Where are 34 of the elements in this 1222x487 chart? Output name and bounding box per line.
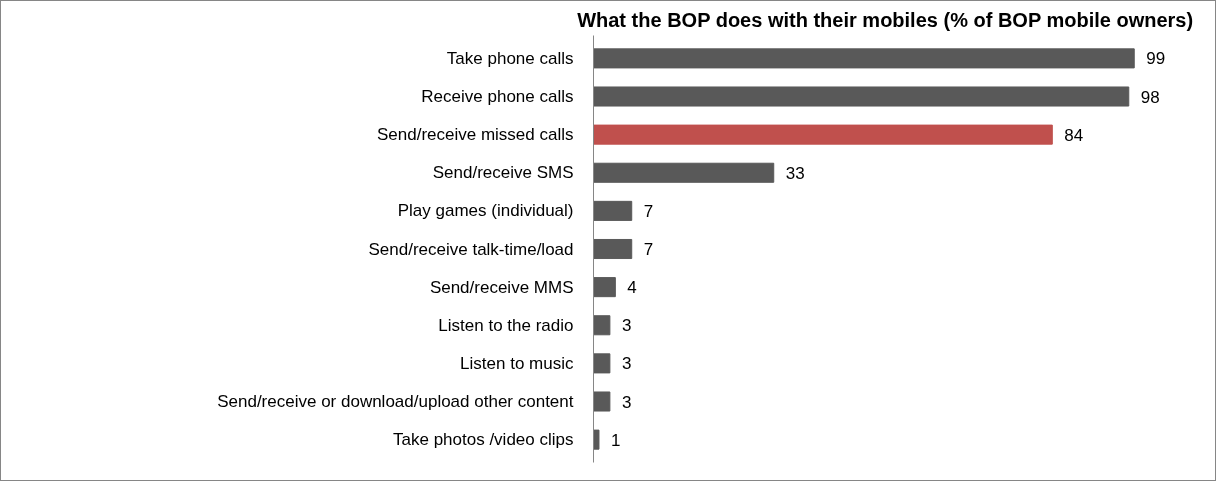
bar	[593, 238, 633, 260]
y-tick-label: Listen to the radio	[438, 315, 574, 335]
data-label: 98	[1140, 87, 1160, 107]
data-label: 3	[621, 392, 632, 412]
y-tick-label: Send/receive SMS	[432, 163, 574, 183]
bar	[593, 124, 1053, 145]
data-label: 7	[643, 201, 654, 221]
y-tick-label: Listen to music	[460, 353, 574, 373]
data-label: 3	[621, 354, 632, 374]
y-tick-label: Take photos /video clips	[393, 430, 574, 450]
y-tick-label: Send/receive MMS	[429, 277, 574, 297]
y-tick-label: Receive phone calls	[421, 87, 574, 106]
data-label: 3	[621, 316, 632, 336]
data-label: 4	[627, 278, 637, 298]
bar	[593, 48, 1135, 69]
y-tick-label: Send/receive or download/upload other content	[217, 392, 574, 411]
data-label: 7	[643, 240, 654, 259]
data-label: 99	[1146, 49, 1166, 69]
data-label: 33	[785, 163, 805, 183]
bar	[593, 353, 611, 374]
y-tick-label: Send/receive talk-time/load	[368, 239, 574, 259]
chart-title: What the BOP does with their mobiles (% of BOP mobile owners)	[577, 8, 1194, 31]
bar	[593, 162, 775, 183]
bar	[593, 315, 611, 336]
bar	[593, 86, 1130, 107]
y-tick-label: Send/receive missed calls	[376, 125, 574, 145]
bar	[593, 277, 616, 298]
bar	[593, 200, 633, 221]
bar	[593, 429, 600, 450]
data-label: 1	[610, 430, 621, 450]
y-tick-label: Play games (individual)	[397, 201, 574, 221]
y-tick-label: Take phone calls	[446, 48, 574, 68]
data-label: 84	[1064, 125, 1084, 145]
bar	[593, 391, 611, 412]
